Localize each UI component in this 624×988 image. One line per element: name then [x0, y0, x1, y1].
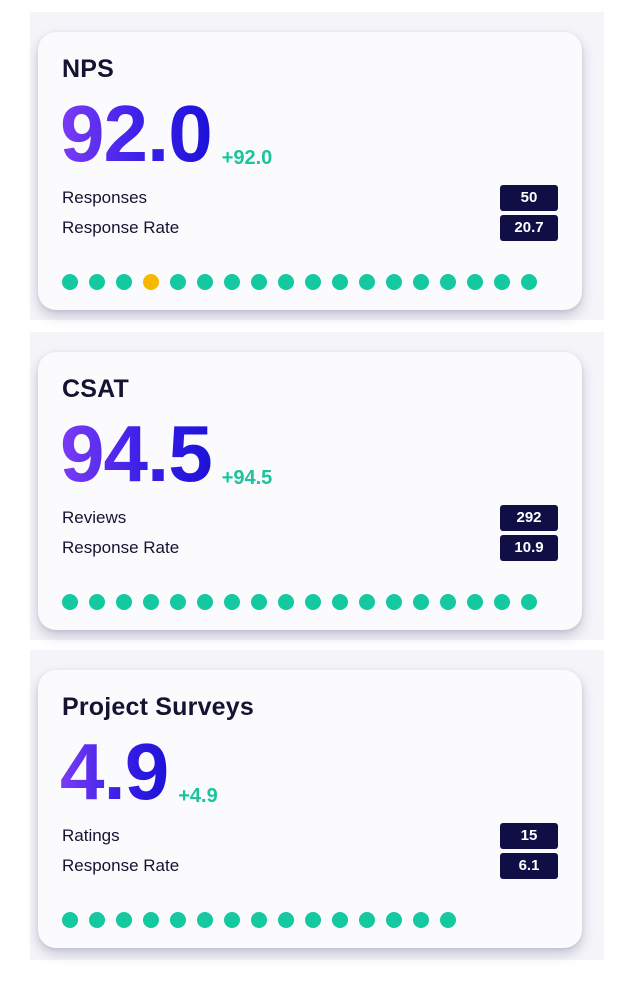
nps-panel: NPS 92.0 +92.0 Responses 50 Response Rat… — [30, 12, 604, 320]
status-dot — [278, 912, 294, 928]
status-dot — [224, 594, 240, 610]
status-dot — [467, 594, 483, 610]
score-value: 92.0 — [60, 89, 213, 178]
status-dot — [116, 912, 132, 928]
card-title: CSAT — [62, 375, 129, 403]
status-dot — [386, 912, 402, 928]
response-dots — [62, 912, 456, 928]
stat-label: Reviews — [62, 508, 127, 527]
stat-row-response-rate: Response Rate 20.7 — [62, 215, 558, 241]
stat-label: Response Rate — [62, 218, 180, 237]
status-dot — [62, 594, 78, 610]
status-dot — [494, 594, 510, 610]
status-dot — [251, 912, 267, 928]
status-dot — [224, 274, 240, 290]
stat-row-response-rate: Response Rate 6.1 — [62, 853, 558, 879]
status-dot — [386, 274, 402, 290]
stat-badge: 6.1 — [500, 853, 558, 879]
status-dot — [143, 912, 159, 928]
stat-label: Response Rate — [62, 538, 180, 557]
status-dot — [89, 594, 105, 610]
stat-row-reviews: Reviews 292 — [62, 505, 558, 531]
status-dot-highlighted — [143, 274, 159, 290]
status-dot — [89, 912, 105, 928]
status-dot — [116, 594, 132, 610]
status-dot — [278, 274, 294, 290]
status-dot — [440, 594, 456, 610]
status-dot — [305, 594, 321, 610]
score-value: 94.5 — [60, 409, 213, 498]
status-dot — [359, 594, 375, 610]
score-delta: +94.5 — [221, 467, 273, 489]
stat-badge: 50 — [500, 185, 558, 211]
response-dots — [62, 274, 537, 290]
status-dot — [305, 912, 321, 928]
status-dot — [170, 912, 186, 928]
status-dot — [143, 594, 159, 610]
stat-label: Ratings — [62, 826, 120, 845]
status-dot — [62, 912, 78, 928]
status-dot — [386, 594, 402, 610]
status-dot — [440, 274, 456, 290]
status-dot — [413, 594, 429, 610]
status-dot — [62, 274, 78, 290]
stat-label: Response Rate — [62, 856, 180, 875]
status-dot — [197, 912, 213, 928]
csat-card[interactable]: CSAT 94.5 +94.5 Reviews 292 Response Rat… — [38, 352, 582, 630]
status-dot — [413, 912, 429, 928]
score-delta: +4.9 — [178, 785, 218, 807]
card-title: Project Surveys — [62, 693, 254, 721]
score-row: 94.5 +94.5 — [60, 414, 272, 494]
score-row: 4.9 +4.9 — [60, 732, 218, 812]
card-title: NPS — [62, 55, 115, 83]
nps-card[interactable]: NPS 92.0 +92.0 Responses 50 Response Rat… — [38, 32, 582, 310]
score-row: 92.0 +92.0 — [60, 94, 272, 174]
csat-panel: CSAT 94.5 +94.5 Reviews 292 Response Rat… — [30, 332, 604, 640]
score-value: 4.9 — [60, 727, 169, 816]
status-dot — [359, 274, 375, 290]
status-dot — [305, 274, 321, 290]
status-dot — [89, 274, 105, 290]
status-dot — [494, 274, 510, 290]
status-dot — [197, 274, 213, 290]
status-dot — [170, 274, 186, 290]
stat-badge: 10.9 — [500, 535, 558, 561]
status-dot — [467, 274, 483, 290]
status-dot — [440, 912, 456, 928]
status-dot — [359, 912, 375, 928]
stat-row-response-rate: Response Rate 10.9 — [62, 535, 558, 561]
response-dots — [62, 594, 537, 610]
status-dot — [278, 594, 294, 610]
status-dot — [116, 274, 132, 290]
stat-badge: 292 — [500, 505, 558, 531]
stat-badge: 15 — [500, 823, 558, 849]
stat-badge: 20.7 — [500, 215, 558, 241]
stat-label: Responses — [62, 188, 148, 207]
status-dot — [332, 274, 348, 290]
status-dot — [413, 274, 429, 290]
stat-row-responses: Responses 50 — [62, 185, 558, 211]
project-surveys-card[interactable]: Project Surveys 4.9 +4.9 Ratings 15 Resp… — [38, 670, 582, 948]
status-dot — [170, 594, 186, 610]
project-surveys-panel: Project Surveys 4.9 +4.9 Ratings 15 Resp… — [30, 650, 604, 960]
status-dot — [251, 274, 267, 290]
stat-row-ratings: Ratings 15 — [62, 823, 558, 849]
status-dot — [197, 594, 213, 610]
status-dot — [521, 594, 537, 610]
status-dot — [332, 594, 348, 610]
status-dot — [521, 274, 537, 290]
status-dot — [251, 594, 267, 610]
status-dot — [332, 912, 348, 928]
status-dot — [224, 912, 240, 928]
score-delta: +92.0 — [221, 147, 273, 169]
